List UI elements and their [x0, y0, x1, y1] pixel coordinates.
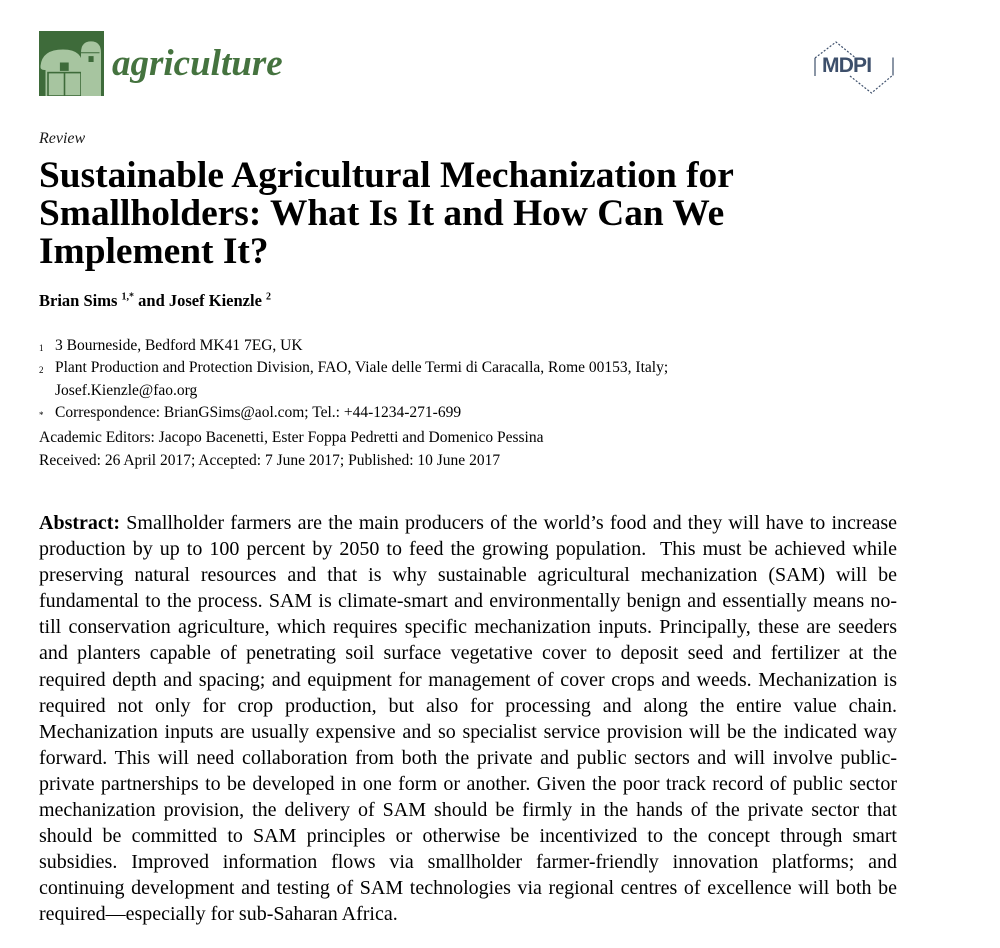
svg-text:MDPI: MDPI	[822, 54, 871, 77]
